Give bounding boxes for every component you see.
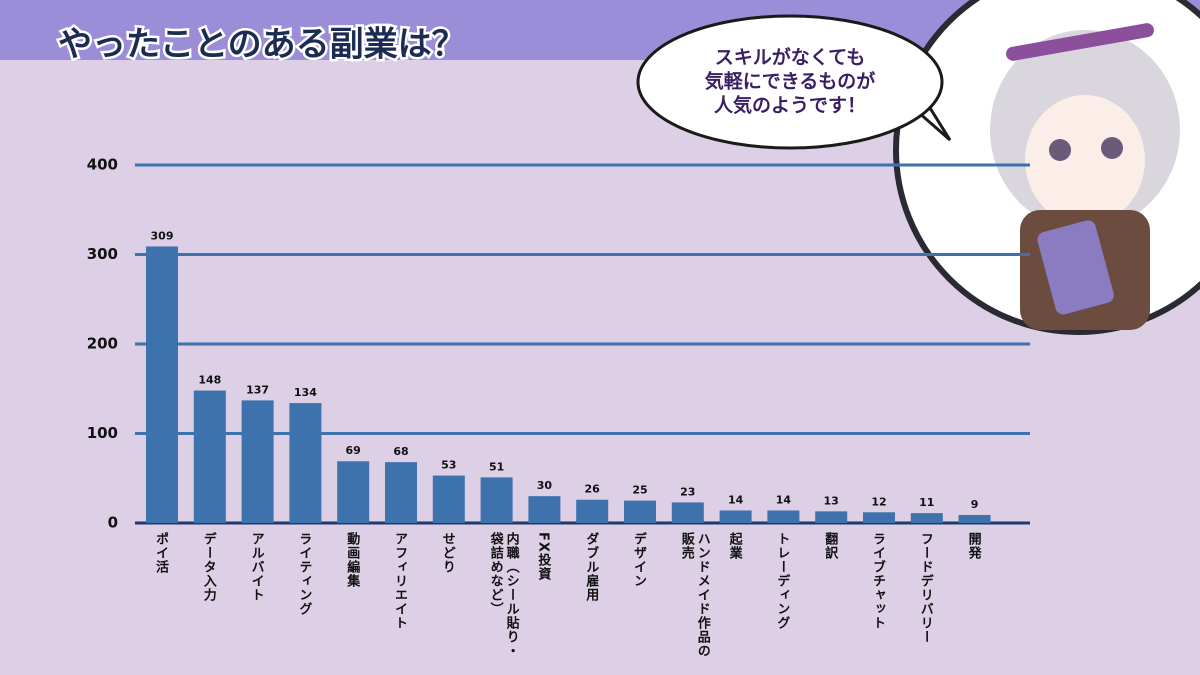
speech-bubble [636,14,944,150]
value-label: 23 [680,485,695,498]
x-tick-label: フードデリバリー [917,532,933,644]
value-label: 14 [728,493,744,506]
x-tick-label: 開発 [965,532,981,560]
annotation-line: スキルがなくても [715,46,865,69]
bar [719,510,752,523]
bar [146,246,178,523]
value-label: 13 [824,494,839,507]
value-label: 137 [246,383,269,396]
bar [767,510,800,523]
bar [528,496,561,523]
character [990,23,1180,330]
bar [910,513,943,523]
x-tick-label: 起業 [726,532,742,560]
annotation-line: 人気のようです！ [714,94,866,117]
bar [958,514,991,523]
x-tick-label: アルバイト [248,532,264,602]
value-label: 53 [441,459,456,472]
bar [671,502,704,523]
x-tick-label: 内職（シール貼り・袋詰めなど） [487,532,519,658]
x-tick-label: ダブル雇用 [583,532,599,602]
bar [193,390,226,523]
value-label: 148 [198,374,221,387]
x-tick-label: デザイン [631,532,646,588]
bar [432,475,465,523]
x-tick-label: せどり [439,532,455,574]
bar [624,500,656,523]
x-tick-label: データ入力 [200,532,216,602]
bar [576,499,609,523]
x-tick-label: FX投資 [535,532,551,581]
y-tick-label: 400 [87,156,118,174]
bar [289,403,322,523]
value-label: 14 [776,493,792,506]
value-label: 26 [585,483,601,496]
value-label: 69 [346,444,361,457]
x-tick-label: 動画編集 [344,532,360,588]
bar [337,461,370,523]
value-label: 309 [151,229,174,242]
value-label: 68 [393,445,408,458]
value-label: 9 [971,498,979,511]
x-tick-label: ライティング [296,532,312,616]
chart-title: やったことのある副業は？ [58,25,466,65]
bar [815,511,848,523]
bar [480,477,513,523]
y-tick-label: 100 [87,424,118,442]
bar [241,400,274,523]
x-tick-label: 翻訳 [822,532,838,560]
y-tick-label: 0 [108,514,118,532]
value-label: 30 [537,479,553,492]
x-tick-label: ハンドメイド作品の販売 [678,532,710,658]
value-label: 12 [871,495,886,508]
value-label: 51 [489,460,504,473]
x-tick-label: ライブチャット [870,532,885,630]
x-tick-label: アフィリエイト [392,532,407,630]
y-tick-label: 300 [87,245,118,263]
value-label: 25 [632,484,647,497]
bar [863,512,895,523]
value-label: 11 [919,496,934,509]
y-tick-label: 200 [87,335,118,353]
x-tick-label: トレーディング [774,532,790,630]
bar [385,462,417,523]
annotation-line: 気軽にできるものが [705,70,876,93]
x-tick-label: ポイ活 [153,532,168,574]
value-label: 134 [294,386,317,399]
